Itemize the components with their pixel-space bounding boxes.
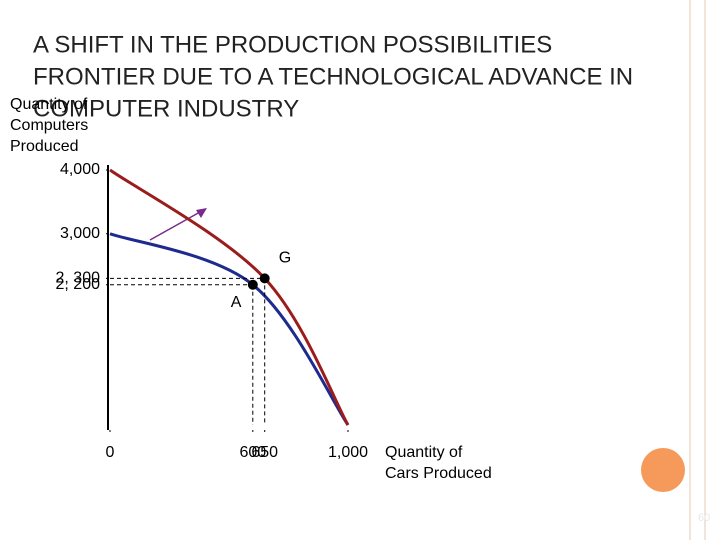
y-tick-label: 4,000 (60, 161, 100, 178)
y-axis-label: Produced (10, 138, 79, 155)
y-axis-label: Computers (10, 117, 88, 134)
y-tick-label: 2, 300 (56, 270, 101, 287)
point-label: A (231, 294, 242, 311)
title: COMPUTER INDUSTRY (33, 95, 299, 122)
x-axis-label: Cars Produced (385, 465, 492, 482)
x-axis-label: Quantity of (385, 444, 463, 461)
shift-arrow-head (196, 208, 207, 218)
point (247, 279, 258, 290)
point-label: G (279, 250, 291, 267)
x-tick-label: 650 (251, 444, 278, 461)
y-tick-label: 3,000 (60, 225, 100, 242)
title: FRONTIER DUE TO A TECHNOLOGICAL ADVANCE … (33, 63, 633, 90)
point (259, 273, 270, 284)
shift-arrow (149, 211, 201, 241)
title: A SHIFT IN THE PRODUCTION POSSIBILITIES (33, 31, 552, 58)
x-tick-label: 1,000 (328, 444, 368, 461)
y-tick-label: 2, 200 (56, 276, 101, 293)
x-tick-label: 600 (239, 444, 266, 461)
page-number: 60 (698, 512, 710, 524)
y-axis-label: Quantity of (10, 96, 88, 113)
ppf-curve (109, 232, 350, 426)
decor-circle (641, 448, 685, 492)
ppf-curve (109, 168, 350, 426)
x-tick-label: 0 (106, 444, 115, 461)
